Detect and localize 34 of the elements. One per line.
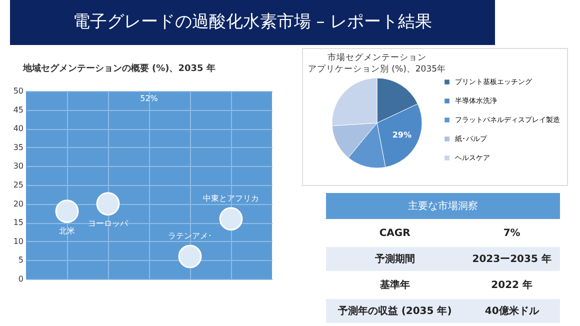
series-label: ラテンアメ･ xyxy=(168,231,212,240)
y-tick-label: 5 xyxy=(18,256,24,265)
y-tick-label: 25 xyxy=(13,180,24,190)
y-tick-label: 50 xyxy=(13,86,24,96)
text: 市場セグメンテーション xyxy=(328,52,426,63)
data-label: 29% xyxy=(392,130,412,140)
text: 基準年 xyxy=(326,272,464,298)
y-tick-label: 15 xyxy=(13,218,24,228)
point xyxy=(96,192,120,216)
y-tick-label: 20 xyxy=(13,199,24,208)
text: 7% xyxy=(464,220,560,246)
point xyxy=(219,207,243,231)
y-tick-label: 10 xyxy=(13,236,24,246)
text: 電子グレードの過酸化水素市場 – レポート結果 xyxy=(10,0,495,45)
text: 主要な市場洞察 xyxy=(326,193,560,220)
point xyxy=(178,244,202,268)
text: CAGR xyxy=(326,220,464,246)
y-tick-label: 45 xyxy=(13,105,24,114)
text: 予測年の収益 (2035 年) xyxy=(326,298,464,323)
y-tick-label: 40 xyxy=(13,124,24,134)
y-tick-label: 0 xyxy=(18,274,24,284)
chart-title: 地域セグメンテーションの概要 (%)、2035 年 xyxy=(22,63,216,74)
text: 2022 年 xyxy=(464,272,560,298)
series-label: 北米 xyxy=(59,226,75,236)
text: 予測期間 xyxy=(326,246,464,272)
point xyxy=(55,200,79,223)
series-label: ヨーロッパ xyxy=(88,218,129,228)
y-tick-label: 30 xyxy=(13,162,24,171)
text: アプリケーション別 (%)、2035年 xyxy=(308,64,446,74)
y-tick-label: 35 xyxy=(13,142,24,152)
text: 2023ー2035 年 xyxy=(464,246,560,272)
text: 40億米ドル xyxy=(464,298,560,323)
annotation: 52% xyxy=(140,94,158,103)
series-label: 中東とアフリカ xyxy=(203,194,259,203)
